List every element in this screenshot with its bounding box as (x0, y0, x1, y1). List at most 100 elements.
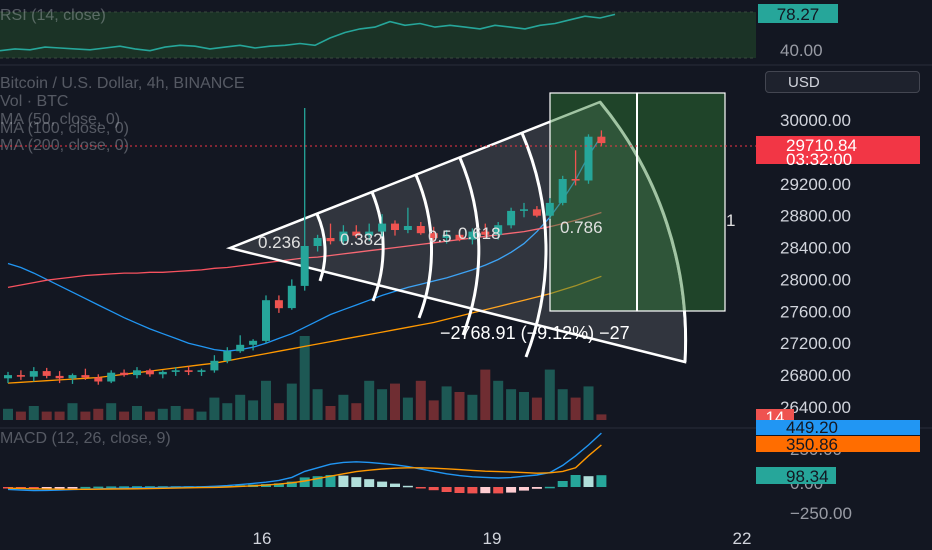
volume-bar (428, 400, 439, 420)
candle-body (558, 179, 567, 203)
fib-arc-0236 (315, 213, 327, 282)
macd-hist-bar (364, 479, 375, 487)
volume-bar (506, 389, 517, 420)
candle-body (184, 370, 193, 372)
candle-body (300, 246, 309, 286)
price-tick-label: 26400.00 (780, 398, 851, 417)
price-tick-label: 26800.00 (780, 366, 851, 385)
macd-hist-bar (544, 486, 555, 489)
price-tick-label: 27600.00 (780, 302, 851, 321)
macd-hist-bar (3, 487, 13, 489)
volume-bar (377, 389, 388, 420)
macd-hist-bar (467, 487, 478, 494)
macd-hist-bar (144, 486, 155, 488)
candle-body (16, 375, 25, 377)
symbol-title: Bitcoin / U.S. Dollar, 4h, BINANCE (0, 75, 245, 92)
price-tick-label: 28000.00 (780, 270, 851, 289)
candle-body (326, 238, 335, 242)
volume-bar (67, 403, 78, 420)
candle-body (313, 238, 322, 246)
candle-body (107, 372, 116, 382)
macd-hist-bar (351, 477, 362, 487)
candle-body (94, 377, 103, 382)
macd-hist-bar (312, 476, 323, 487)
volume-bar (325, 406, 336, 420)
volume-bar (441, 386, 452, 420)
candle-body (352, 231, 361, 236)
volume-bar (41, 411, 52, 420)
volume-bar (93, 408, 104, 420)
volume-bar (80, 411, 91, 420)
volume-bar (286, 383, 297, 420)
volume-bar (480, 369, 491, 420)
fib-label-0382: 0.382 (340, 230, 383, 249)
macd-hist-bar (415, 487, 426, 489)
macd-hist-bar (493, 487, 504, 494)
macd-value-bg (756, 420, 920, 435)
volume-bar (519, 392, 529, 420)
volume-bars (3, 336, 607, 420)
candle-body (262, 300, 270, 341)
volume-bar (183, 408, 194, 420)
macd-hist-bar (325, 475, 336, 487)
fib-fan (225, 100, 688, 364)
candle-body (210, 360, 219, 371)
volume-bar (493, 380, 504, 420)
candle-body (4, 375, 12, 379)
macd-hist-bar (28, 487, 39, 489)
ma200-line (7, 275, 602, 384)
fib-arc-05 (414, 174, 434, 319)
price-tick-label: 28800.00 (780, 207, 851, 226)
volume-bar (364, 380, 375, 420)
macd-hist-bar (93, 486, 104, 489)
volume-bar (531, 397, 542, 420)
macd-title: MACD (12, 26, close, 9) (0, 430, 171, 447)
volume-bar (196, 411, 207, 420)
macd-hist-bar (273, 483, 284, 487)
candle-body (429, 233, 438, 238)
macd-hist-bar (41, 487, 52, 489)
volume-bar (106, 403, 117, 420)
volume-bar (170, 406, 181, 420)
currency-button[interactable]: USD (765, 71, 920, 93)
hist-value-bg (756, 467, 836, 484)
signal-line (7, 444, 602, 490)
fib-arc-1 (598, 101, 688, 363)
candle-body (455, 234, 464, 240)
volume-bar (402, 397, 413, 420)
volume-bar (299, 336, 310, 420)
candle-body (81, 375, 90, 378)
rsi-panel: RSI (14, close) 78.27 40.00 (0, 4, 838, 60)
candle-body (133, 370, 141, 376)
volume-bar (235, 394, 246, 420)
fib-labels: 0.236 0.382 0.5 0.618 0.786 1 (258, 211, 735, 252)
countdown: 03:32:00 (786, 150, 852, 169)
candle-body (55, 375, 64, 379)
fib-arc-0382 (370, 191, 385, 302)
time-tick-label: 19 (483, 529, 502, 548)
macd-hist-bar (80, 486, 91, 489)
candle-body (597, 136, 606, 144)
volume-bar (209, 397, 220, 420)
macd-hist-bar (390, 483, 400, 487)
macd-hist-bar (506, 487, 517, 493)
measure-area-right (636, 92, 726, 312)
macd-hist-bar (119, 486, 130, 488)
price-axis: 30000.00 29200.00 28800.00 28400.00 28000.00… (780, 111, 851, 417)
candle-body (223, 351, 232, 361)
volume-bar (54, 411, 65, 420)
fib-arc-0786 (520, 132, 548, 358)
candle-body (532, 209, 541, 216)
macd-hist-bar (531, 487, 542, 489)
volume-bar (273, 403, 284, 420)
measure-box (549, 92, 726, 312)
macd-hist-bar (54, 487, 65, 489)
volume-bar (557, 389, 568, 420)
last-price-bg (756, 136, 920, 164)
macd-panel (3, 432, 607, 494)
macd-hist-bar (286, 481, 297, 487)
rsi-value: 78.27 (777, 5, 820, 24)
volume-bar (338, 394, 349, 420)
candle-body (391, 223, 399, 230)
volume-bar (467, 394, 478, 420)
